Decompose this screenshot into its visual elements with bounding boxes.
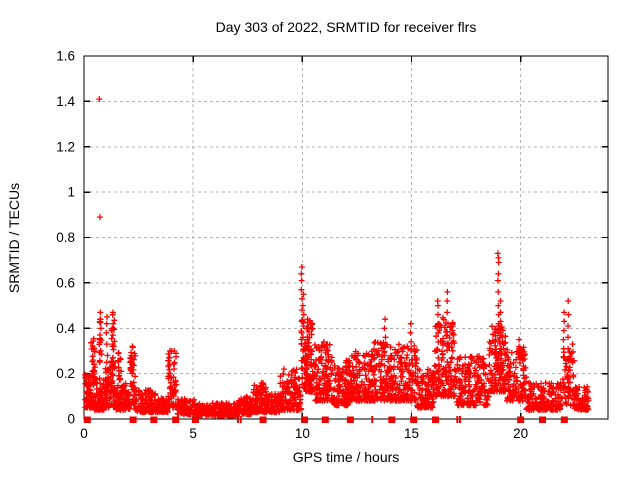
y-tick-label: 1.4 <box>56 94 75 109</box>
y-tick-label: 1 <box>67 185 75 200</box>
baseline-marker <box>301 416 309 423</box>
y-tick-label: 0 <box>67 412 75 427</box>
baseline-marker <box>259 416 267 423</box>
y-tick-label: 0.8 <box>56 230 75 245</box>
baseline-marker <box>83 416 91 423</box>
y-tick-label: 0.4 <box>56 321 75 336</box>
y-axis-label: SRMTID / TECUs <box>6 183 22 293</box>
y-tick-label: 0.6 <box>56 275 75 290</box>
baseline-marker <box>560 416 568 423</box>
baseline-marker <box>346 416 354 423</box>
baseline-marker-thin <box>456 416 459 423</box>
baseline-marker <box>172 416 180 423</box>
baseline-marker-thin <box>239 416 242 423</box>
plot-frame <box>83 55 609 420</box>
baseline-marker <box>432 416 440 423</box>
scatter-points-path <box>82 96 592 419</box>
y-tick-label: 1.6 <box>56 49 75 64</box>
baseline-marker <box>129 416 137 423</box>
x-tick-label: 0 <box>80 426 88 441</box>
x-tick-labels: 0 5 10 15 20 <box>80 426 528 441</box>
baseline-markers <box>83 416 568 423</box>
baseline-marker <box>539 416 546 423</box>
baseline-marker <box>150 416 158 423</box>
baseline-marker <box>191 416 199 423</box>
x-tick-label: 20 <box>513 426 528 441</box>
x-tick-label: 5 <box>189 426 197 441</box>
y-tick-labels: 0 0.2 0.4 0.6 0.8 1 1.2 1.4 1.6 <box>56 49 75 427</box>
data-points <box>82 96 592 419</box>
baseline-marker <box>410 416 418 423</box>
baseline-marker-thin <box>236 416 239 423</box>
x-tick-label: 10 <box>295 426 310 441</box>
x-tick-label: 15 <box>404 426 419 441</box>
y-tick-label: 0.2 <box>56 366 75 381</box>
baseline-marker-thin <box>458 416 461 423</box>
chart-title: Day 303 of 2022, SRMTID for receiver flr… <box>216 19 477 35</box>
y-tick-label: 1.2 <box>56 139 75 154</box>
baseline-marker <box>388 416 396 423</box>
baseline-marker-thin <box>371 416 374 423</box>
baseline-marker <box>517 416 525 423</box>
x-axis-label: GPS time / hours <box>293 449 400 465</box>
baseline-marker <box>321 416 329 423</box>
